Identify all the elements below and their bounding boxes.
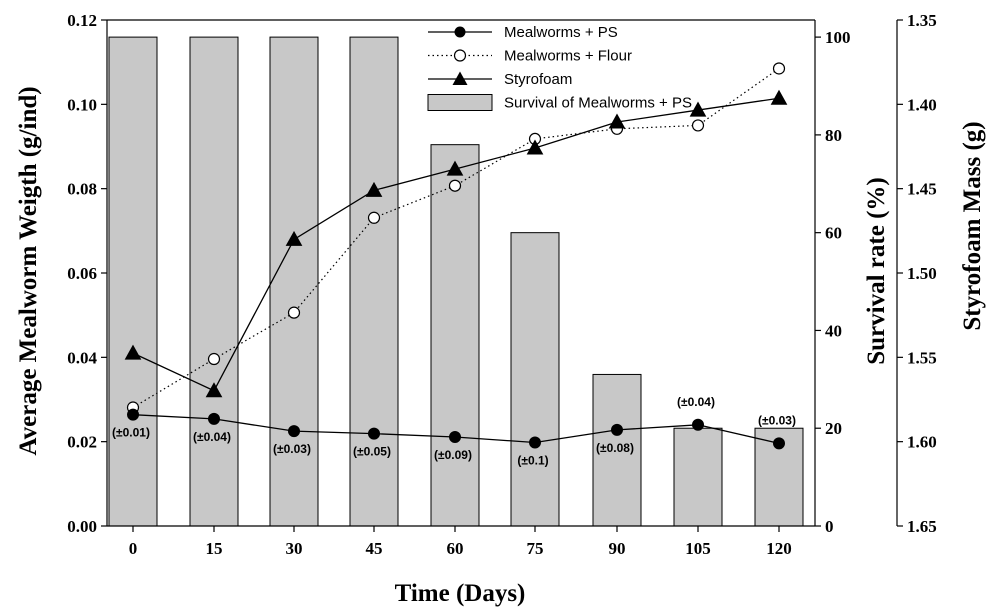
x-tick-label: 90 xyxy=(609,539,626,558)
y-axis-right1-title: Survival rate (%) xyxy=(863,177,890,364)
ps-error-label: (±0.05) xyxy=(353,445,391,459)
ps-error-label: (±0.04) xyxy=(677,395,715,409)
x-tick-label: 15 xyxy=(206,539,223,558)
y-left-tick-label: 0.00 xyxy=(67,517,97,536)
survival-bar xyxy=(269,36,319,527)
ps-point xyxy=(368,427,380,440)
styrofoam-point xyxy=(205,382,223,398)
y-left-tick-label: 0.06 xyxy=(67,264,97,283)
ps-point xyxy=(611,423,623,436)
legend-ps-marker xyxy=(454,26,466,38)
legend-survival-label: Survival of Mealworms + PS xyxy=(504,95,692,112)
legend-flour-marker xyxy=(453,49,467,62)
x-tick-label: 120 xyxy=(766,539,792,558)
error-labels: (±0.01) (±0.04) (±0.03) (±0.05) (±0.09) (±0.1… xyxy=(112,395,796,468)
x-tick-label: 75 xyxy=(527,539,544,558)
ps-point xyxy=(773,437,785,450)
survival-bar xyxy=(430,144,480,527)
legend: Mealworms + PS Mealworms + Flour Styrofoam… xyxy=(427,24,692,112)
flour-point xyxy=(287,306,301,319)
ps-point xyxy=(288,425,300,438)
styrofoam-point xyxy=(770,89,788,105)
legend-styrofoam-label: Styrofoam xyxy=(504,71,572,88)
y-left-tick-label: 0.08 xyxy=(67,180,97,199)
flour-point xyxy=(691,119,705,132)
flour-point xyxy=(448,179,462,192)
ps-error-label: (±0.03) xyxy=(758,413,796,427)
y-right2-tick-label: 1.60 xyxy=(907,433,937,452)
y-left-tick-label: 0.10 xyxy=(67,95,97,114)
y-right1-tick-label: 20 xyxy=(825,419,842,438)
ps-point xyxy=(208,412,220,425)
styrofoam-point xyxy=(608,113,626,129)
y-right1-tick-label: 40 xyxy=(825,321,842,340)
ps-error-label: (±0.1) xyxy=(517,454,548,468)
x-axis-title: Time (Days) xyxy=(395,580,526,607)
y-right1-tick-label: 100 xyxy=(825,28,851,47)
y-axis-right2-title: Styrofoam Mass (g) xyxy=(959,121,986,330)
x-tick-label: 60 xyxy=(447,539,464,558)
styrofoam-point xyxy=(446,160,464,176)
styrofoam-point xyxy=(526,139,544,155)
ps-point xyxy=(529,436,541,449)
ps-error-label: (±0.08) xyxy=(596,441,634,455)
survival-bar xyxy=(349,36,399,527)
styrofoam-point xyxy=(124,344,142,360)
ps-error-label: (±0.01) xyxy=(112,426,150,440)
flour-point xyxy=(207,352,221,366)
flour-point xyxy=(772,62,786,75)
y-right2-tick-label: 1.65 xyxy=(907,517,937,536)
ps-error-label: (±0.04) xyxy=(193,430,231,444)
y-right2-tick-label: 1.50 xyxy=(907,264,937,283)
y-right1-tick-label: 0 xyxy=(825,517,834,536)
x-tick-label: 30 xyxy=(286,539,303,558)
y-right2-tick-label: 1.35 xyxy=(907,11,937,30)
x-tick-label: 45 xyxy=(366,539,383,558)
series-markers xyxy=(124,62,788,450)
y-left-tick-label: 0.02 xyxy=(67,433,97,452)
ps-error-label: (±0.03) xyxy=(273,442,311,456)
y-right2-tick-label: 1.55 xyxy=(907,348,937,367)
survival-bars xyxy=(108,36,804,527)
ps-point xyxy=(127,408,139,421)
survival-bar xyxy=(108,36,158,527)
y-right2-tick-label: 1.40 xyxy=(907,95,937,114)
styrofoam-point xyxy=(365,181,383,197)
ps-point xyxy=(692,418,704,431)
y-left-tick-label: 0.12 xyxy=(67,11,97,30)
y-right1-tick-label: 80 xyxy=(825,126,842,145)
ps-error-label: (±0.09) xyxy=(434,448,472,462)
y-axis-left-title: Average Mealworm Weigth (g/ind) xyxy=(15,86,42,455)
axis-ticks: 0.00 0.02 0.04 0.06 0.08 0.10 0.12 0 20 40 60 80 100… xyxy=(67,11,937,558)
x-tick-label: 105 xyxy=(685,539,711,558)
survival-bar xyxy=(673,427,723,527)
x-tick-label: 0 xyxy=(129,539,138,558)
ps-point xyxy=(449,431,461,444)
survival-bar xyxy=(189,36,239,527)
survival-bar xyxy=(510,232,560,527)
styrofoam-point xyxy=(285,230,303,246)
legend-styrofoam-marker xyxy=(452,71,468,85)
legend-ps-label: Mealworms + PS xyxy=(504,24,618,41)
flour-point xyxy=(367,211,381,224)
legend-survival-swatch xyxy=(427,94,493,111)
y-right1-tick-label: 60 xyxy=(825,224,842,243)
y-right2-tick-label: 1.45 xyxy=(907,180,937,199)
y-left-tick-label: 0.04 xyxy=(67,348,97,367)
styrofoam-point xyxy=(689,101,707,117)
legend-flour-label: Mealworms + Flour xyxy=(504,48,632,65)
